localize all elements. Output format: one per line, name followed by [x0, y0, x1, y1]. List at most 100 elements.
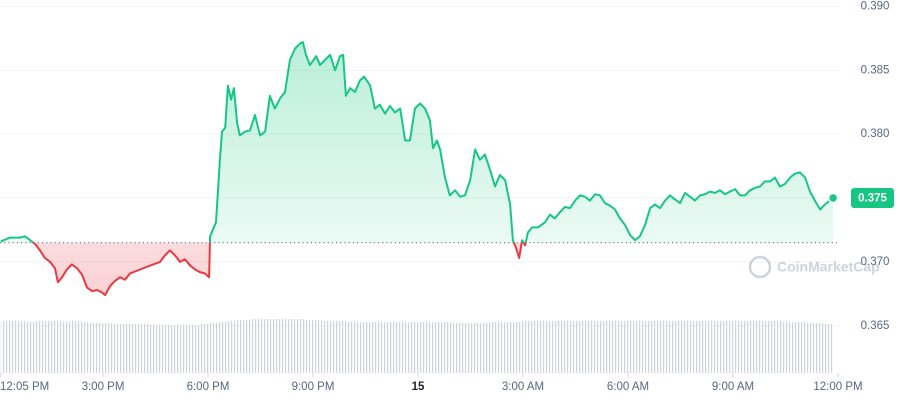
- volume-bar: [304, 320, 314, 373]
- volume-bar: [191, 325, 201, 373]
- x-tick-label: 6:00 PM: [187, 381, 230, 393]
- volume-bar: [529, 321, 539, 373]
- volume-bar: [607, 321, 617, 373]
- volume-bar: [711, 321, 721, 373]
- volume-bar: [807, 323, 816, 373]
- volume-bar: [234, 320, 244, 373]
- volume-bar: [295, 319, 305, 373]
- volume-bar: [321, 321, 331, 373]
- volume-bar: [442, 322, 452, 373]
- volume-bar: [494, 322, 504, 373]
- y-tick-label: 0.385: [861, 64, 890, 76]
- volume-bar: [44, 321, 54, 373]
- volume-bar: [685, 321, 695, 373]
- volume-bar: [338, 321, 348, 373]
- volume-bar: [599, 321, 608, 373]
- volume-bar: [278, 319, 288, 373]
- volume-bar: [113, 324, 123, 373]
- volume-bar: [737, 321, 747, 373]
- volume-bar: [200, 324, 210, 373]
- volume-bar: [538, 321, 548, 373]
- volume-bar: [182, 325, 192, 373]
- volume-bar: [798, 322, 808, 373]
- price-tag-label: 0.375: [858, 193, 887, 205]
- y-tick-label: 0.370: [861, 256, 890, 268]
- volume-bar: [96, 323, 106, 373]
- volume-bar: [546, 321, 556, 373]
- volume-bar: [468, 323, 478, 373]
- volume-bar: [625, 321, 634, 373]
- x-tick-label: 12:05 PM: [0, 381, 49, 393]
- volume-bar: [390, 322, 400, 373]
- x-tick-label: 3:00 AM: [502, 381, 544, 393]
- volume-bar: [330, 321, 340, 373]
- volume-bar: [434, 322, 444, 373]
- volume-bar: [512, 322, 522, 373]
- volume-bar: [35, 321, 45, 373]
- volume-bar: [477, 323, 487, 373]
- volume-bar: [416, 322, 426, 373]
- volume-bar: [789, 322, 799, 373]
- x-tick-label: 6:00 AM: [607, 381, 649, 393]
- volume-bar: [156, 325, 166, 373]
- x-tick-label: 15: [412, 381, 425, 393]
- watermark: CoinMarketCap: [748, 255, 880, 279]
- volume-bar: [26, 322, 36, 373]
- volume-bar: [633, 321, 643, 373]
- volume-bar: [18, 321, 28, 373]
- volume-bar: [772, 321, 782, 373]
- volume-bar: [815, 323, 825, 373]
- volume-bar: [677, 321, 686, 373]
- volume-bar: [746, 321, 756, 373]
- price-line: [0, 41, 834, 297]
- volume-bar: [399, 322, 409, 373]
- area-up: [0, 42, 834, 243]
- volume-bar: [642, 321, 652, 373]
- volume-bar: [573, 321, 582, 373]
- volume-bar: [659, 321, 669, 373]
- volume-bar: [408, 322, 418, 373]
- volume-bar: [0, 321, 10, 373]
- volume-bar: [616, 321, 626, 373]
- volume-bar: [356, 322, 366, 373]
- x-tick-label: 9:00 AM: [712, 381, 754, 393]
- volume-bar: [252, 319, 262, 373]
- volume-bar: [460, 323, 470, 373]
- volume-bar: [763, 321, 773, 373]
- volume-bar: [590, 321, 600, 373]
- volume-bar: [139, 324, 149, 373]
- x-tick-label: 9:00 PM: [292, 381, 335, 393]
- volume-bar: [720, 321, 730, 373]
- watermark-logo: [748, 255, 772, 279]
- volume-bar: [581, 321, 591, 373]
- volume-bar: [269, 319, 279, 373]
- volume-bar: [260, 319, 270, 373]
- volume-bar: [243, 320, 253, 373]
- volume-bar: [364, 322, 374, 373]
- volume-bar: [9, 321, 19, 373]
- volume-bar: [52, 321, 62, 373]
- x-tick-label: 3:00 PM: [82, 381, 125, 393]
- area-down: [33, 242, 526, 296]
- volume-bar: [70, 321, 80, 373]
- volume-bar: [651, 321, 660, 373]
- volume-bar: [824, 324, 834, 373]
- volume-bar: [451, 323, 461, 373]
- y-tick-label: 0.390: [861, 0, 890, 12]
- volume-bar: [347, 322, 357, 373]
- volume-bar: [312, 320, 322, 373]
- volume-bar: [122, 324, 132, 373]
- volume-bar: [208, 323, 218, 373]
- volume-bar: [217, 322, 227, 373]
- volume-bar: [78, 322, 88, 373]
- volume-bar: [130, 324, 140, 373]
- price-tag: [851, 187, 894, 208]
- volume-bar: [781, 322, 790, 373]
- volume-bar: [373, 322, 383, 373]
- volume-bar: [755, 321, 764, 373]
- x-tick-label: 12:00 PM: [813, 381, 862, 393]
- volume-bar: [668, 321, 678, 373]
- volume-bar: [61, 322, 71, 373]
- volume-bar: [564, 321, 574, 373]
